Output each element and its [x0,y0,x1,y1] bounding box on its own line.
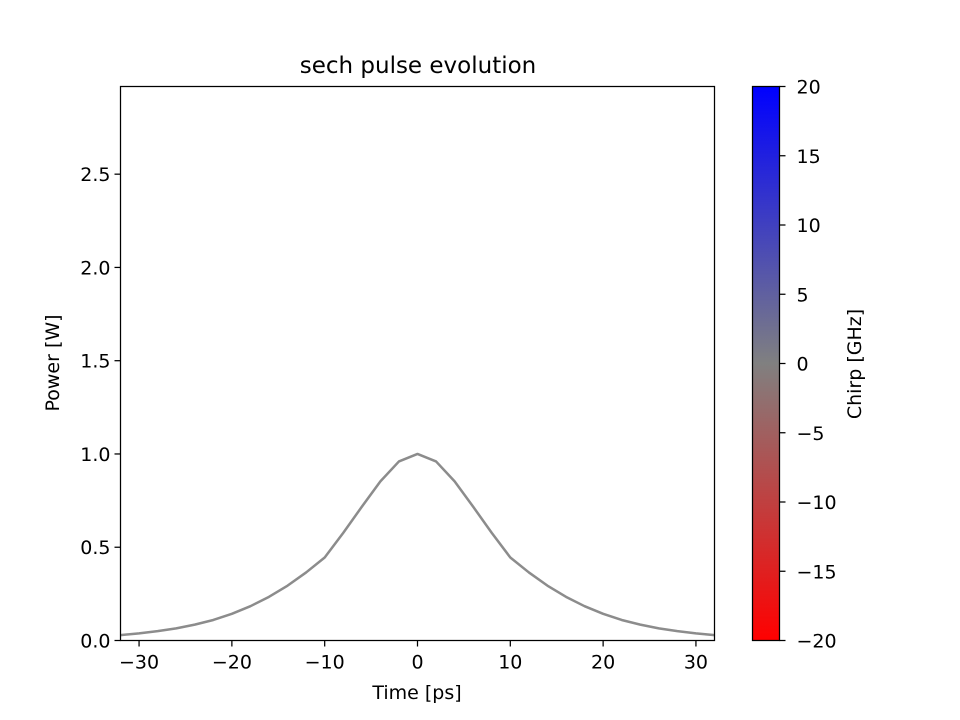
x-tick-label: 10 [498,652,522,674]
y-tick-label: 2.0 [80,257,110,279]
colorbar-tick-label: 5 [797,284,809,306]
colorbar-tick-label: −5 [797,423,825,445]
x-tick-label: 30 [684,652,708,674]
x-tick-label: −20 [212,652,252,674]
x-tick-label: 0 [411,652,423,674]
x-tick-label: 20 [591,652,615,674]
y-axis-label: Power [W] [42,314,64,411]
colorbar-tick-label: −10 [797,492,837,514]
colorbar-tick-label: −20 [797,631,837,653]
colorbar-tick-label: 0 [797,354,809,376]
x-tick-label: −10 [305,652,345,674]
colorbar-gradient [751,85,781,642]
y-axis-ticks: 0.0 0.5 1.0 1.5 2.0 2.5 [80,164,121,653]
y-tick-label: 0.5 [80,537,110,559]
y-tick-label: 1.0 [80,444,110,466]
colorbar-tick-label: −15 [797,561,837,583]
y-tick-label: 2.5 [80,164,110,186]
plot-frame [119,85,716,642]
y-tick-label: 0.0 [80,631,110,653]
colorbar: −20 −15 −10 −5 0 5 10 15 20 Chirp [GHz] [751,77,866,653]
x-axis-ticks: −30 −20 −10 0 10 20 30 [119,640,708,674]
colorbar-ticks: −20 −15 −10 −5 0 5 10 15 20 [779,77,837,653]
colorbar-tick-label: 10 [797,215,821,237]
y-tick-label: 1.5 [80,351,110,373]
x-axis-label: Time [ps] [371,682,461,704]
x-tick-label: −30 [119,652,159,674]
colorbar-label: Chirp [GHz] [844,309,866,419]
colorbar-tick-label: 15 [797,146,821,168]
plot-area [119,85,716,642]
chart-title: sech pulse evolution [300,53,537,79]
series-line-power [120,452,715,637]
colorbar-tick-label: 20 [797,77,821,99]
